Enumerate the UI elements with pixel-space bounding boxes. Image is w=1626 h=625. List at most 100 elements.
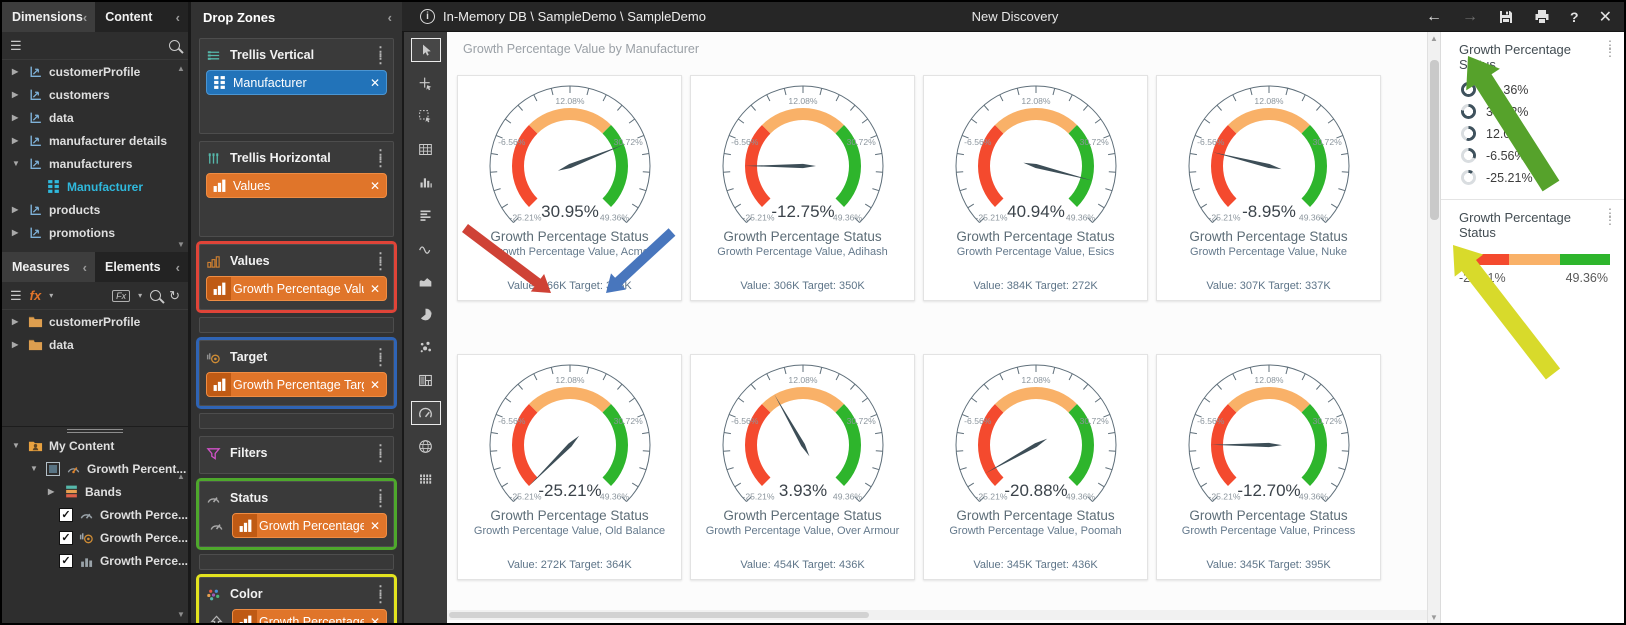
drop-zone-status[interactable]: Status ⋮⋮ Growth Percentage... ✕ — [196, 478, 397, 550]
save-icon[interactable] — [1498, 9, 1514, 25]
collapse-chevron[interactable]: ‹ — [387, 9, 392, 25]
gauge-card-princess[interactable]: -25.21% -6.56% 12.08% 30.72% 49.36% -12.70% Gr… — [1156, 354, 1381, 580]
field-chip[interactable]: Growth Percentage Value ✕ — [206, 276, 387, 301]
text-rows-tool-icon[interactable] — [411, 203, 441, 227]
scroll-up-icon[interactable]: ▲ — [177, 64, 185, 73]
collapse-chevron[interactable]: ‹ — [82, 259, 87, 275]
kebab-menu-icon[interactable]: ⋮ ⋮ — [374, 249, 387, 272]
fx-icon[interactable]: fx — [29, 288, 42, 303]
kebab-menu-icon[interactable]: ⋮ ⋮ — [1604, 38, 1616, 59]
fx-filter-dropdown-icon[interactable]: ▾ — [138, 291, 143, 300]
legend-ring-item[interactable]: 30.72% — [1461, 104, 1624, 119]
tree-item-bands[interactable]: ▶ Bands — [2, 480, 188, 503]
legend-ring-item[interactable]: 49.36% — [1461, 82, 1624, 97]
canvas-vertical-scrollbar[interactable]: ▲ ▼ — [1427, 32, 1440, 623]
remove-field-icon[interactable]: ✕ — [369, 377, 381, 392]
expand-icon[interactable]: ▶ — [12, 136, 19, 145]
empty-drop-zone[interactable] — [199, 317, 394, 333]
search-icon[interactable] — [169, 40, 180, 51]
tree-item-manufacturers[interactable]: ▼ manufacturers — [2, 152, 188, 175]
field-chip[interactable]: Manufacturer ✕ — [206, 70, 387, 95]
tab-elements[interactable]: Elements ‹ — [95, 252, 188, 282]
expand-icon[interactable]: ▶ — [12, 90, 19, 99]
small-multiples-tool-icon[interactable] — [411, 467, 441, 491]
marquee-tool-icon[interactable] — [411, 104, 441, 128]
drop-zone-values[interactable]: Values ⋮ ⋮ Growth Percentage Value ✕ — [196, 241, 397, 313]
column-chart-tool-icon[interactable] — [411, 170, 441, 194]
crosshair-tool-icon[interactable] — [411, 71, 441, 95]
tree-item-growth-perce[interactable]: ✓ Growth Perce... — [2, 526, 188, 549]
expand-icon[interactable]: ▶ — [12, 205, 19, 214]
kebab-menu-icon[interactable]: ⋮ ⋮ — [374, 486, 387, 509]
gauge-card-over-armour[interactable]: -25.21% -6.56% 12.08% 30.72% 49.36% 3.93% Grow… — [690, 354, 915, 580]
tree-item-growth-perce[interactable]: ✓ Growth Perce... — [2, 503, 188, 526]
expand-icon[interactable]: ▶ — [12, 317, 19, 326]
pie-chart-tool-icon[interactable] — [411, 302, 441, 326]
gauge-card-old-balance[interactable]: -25.21% -6.56% 12.08% 30.72% 49.36% -25.21% Gr… — [457, 354, 682, 580]
back-icon[interactable]: ← — [1426, 7, 1443, 25]
tree-item-data[interactable]: ▶ data — [2, 106, 188, 129]
tree-item-growth-percent[interactable]: ▼ Growth Percent... — [2, 457, 188, 480]
tree-item-growth-perce[interactable]: ✓ Growth Perce... — [2, 549, 188, 572]
tree-item-customers[interactable]: ▶ customers — [2, 83, 188, 106]
tab-dimensions[interactable]: Dimensions ‹ — [2, 2, 96, 32]
remove-field-icon[interactable]: ✕ — [369, 518, 381, 533]
map-globe-tool-icon[interactable] — [411, 434, 441, 458]
drop-zone-filters[interactable]: Filters ⋮ ⋮ — [199, 436, 394, 474]
drop-zone-trellis-vertical[interactable]: Trellis Vertical ⋮ ⋮ Manufacturer ✕ — [199, 38, 394, 134]
field-chip[interactable]: Growth Percentage... ✕ — [232, 609, 387, 625]
scroll-up-icon[interactable]: ▲ — [177, 472, 185, 481]
scrollbar-thumb[interactable] — [449, 612, 869, 618]
kebab-menu-icon[interactable]: ⋮ ⋮ — [374, 146, 387, 169]
empty-drop-zone[interactable] — [199, 413, 394, 429]
expand-icon[interactable]: ▶ — [12, 340, 19, 349]
scroll-down-icon[interactable]: ▼ — [1430, 613, 1438, 622]
tree-item-customerprofile[interactable]: ▶ customerProfile — [2, 310, 188, 333]
collapse-chevron[interactable]: ‹ — [82, 9, 88, 25]
line-chart-tool-icon[interactable] — [411, 236, 441, 260]
collapse-icon[interactable]: ▼ — [12, 159, 20, 168]
drop-zone-trellis-horizontal[interactable]: Trellis Horizontal ⋮ ⋮ Values ✕ — [199, 141, 394, 237]
table-tool-icon[interactable] — [411, 137, 441, 161]
collapse-icon[interactable]: ▼ — [30, 464, 38, 473]
scroll-down-icon[interactable]: ▼ — [177, 610, 185, 619]
scrollbar-thumb[interactable] — [1430, 60, 1439, 220]
checkbox-checked[interactable]: ✓ — [58, 530, 73, 545]
close-icon[interactable]: ✕ — [1598, 8, 1612, 26]
tab-content[interactable]: Content ‹ — [95, 2, 188, 32]
info-icon[interactable]: i — [420, 9, 435, 24]
collapse-chevron[interactable]: ‹ — [175, 259, 180, 275]
remove-field-icon[interactable]: ✕ — [369, 178, 381, 193]
search-icon[interactable] — [150, 290, 162, 301]
gauge-card-acme[interactable]: -25.21% -6.56% 12.08% 30.72% 49.36% 30.95% Gro… — [457, 75, 682, 301]
collapse-chevron[interactable]: ‹ — [175, 9, 180, 25]
field-chip[interactable]: Growth Percentage... ✕ — [232, 513, 387, 538]
panel-splitter[interactable] — [2, 426, 188, 434]
collapse-icon[interactable]: ▼ — [12, 441, 20, 450]
expand-icon[interactable]: ▶ — [12, 113, 19, 122]
checkbox-checked[interactable]: ✓ — [58, 507, 73, 522]
expand-icon[interactable]: ▶ — [48, 487, 55, 496]
remove-field-icon[interactable]: ✕ — [369, 75, 381, 90]
list-view-icon[interactable]: ☰ — [10, 287, 22, 303]
scroll-up-icon[interactable]: ▲ — [1430, 34, 1438, 43]
checkbox-checked[interactable]: ✓ — [58, 553, 73, 568]
drop-zone-target[interactable]: Target ⋮⋮ Growth Percentage Targ... ✕ — [196, 337, 397, 409]
tree-item-customerprofile[interactable]: ▶ customerProfile — [2, 60, 188, 83]
kebab-menu-icon[interactable]: ⋮ ⋮ — [374, 582, 387, 605]
empty-drop-zone[interactable] — [199, 554, 394, 570]
refresh-icon[interactable]: ↻ — [169, 287, 180, 303]
kebab-menu-icon[interactable]: ⋮ ⋮ — [374, 441, 387, 464]
tree-item-products[interactable]: ▶ products — [2, 198, 188, 221]
field-chip[interactable]: Growth Percentage Targ... ✕ — [206, 372, 387, 397]
remove-field-icon[interactable]: ✕ — [369, 614, 381, 625]
canvas-horizontal-scrollbar[interactable] — [447, 610, 1427, 620]
dimensions-scrollbar[interactable]: ▲ ▼ — [176, 64, 186, 250]
pointer-tool-icon[interactable] — [410, 38, 441, 62]
legend-ring-item[interactable]: 12.08% — [1461, 126, 1624, 141]
help-icon[interactable]: ? — [1570, 8, 1579, 25]
kebab-menu-icon[interactable]: ⋮ ⋮ — [1604, 206, 1616, 227]
treemap-tool-icon[interactable] — [411, 368, 441, 392]
kebab-menu-icon[interactable]: ⋮ ⋮ — [374, 43, 387, 66]
fx-filter-icon[interactable]: Fx — [112, 289, 131, 302]
